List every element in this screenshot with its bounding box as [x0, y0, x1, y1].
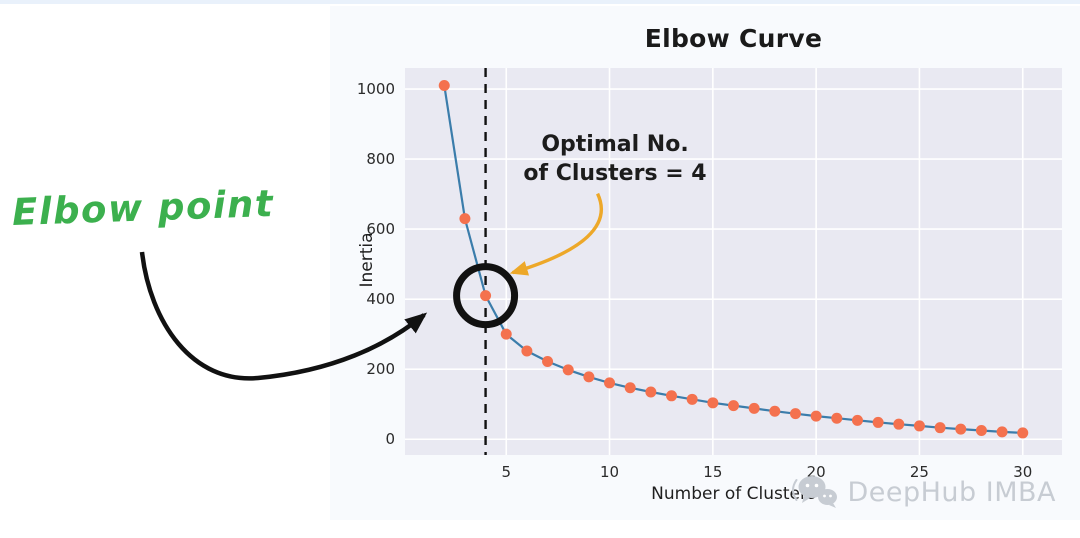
- x-tick-label: 25: [909, 463, 929, 481]
- optimal-clusters-annotation: Optimal No. of Clusters = 4: [480, 131, 750, 188]
- plot-area: [405, 68, 1062, 455]
- elbow-point-label: Elbow point: [11, 181, 275, 235]
- x-axis-label: Number of Clusters: [651, 484, 816, 504]
- y-tick-label: 200: [366, 360, 395, 379]
- watermark-text: DeepHub IMBA: [847, 476, 1056, 508]
- x-tick-label: 30: [1013, 463, 1033, 481]
- top-border: [0, 0, 1080, 4]
- optimal-annotation-line1: Optimal No.: [541, 132, 689, 157]
- y-tick-label: 600: [366, 220, 395, 239]
- plot-canvas: [405, 68, 1062, 455]
- optimal-annotation-line2: of Clusters = 4: [523, 160, 707, 186]
- x-tick-label: 10: [599, 463, 620, 481]
- wechat-chat-bubbles-icon: [792, 476, 838, 508]
- y-tick-label: 800: [366, 150, 395, 169]
- watermark: DeepHub IMBA: [792, 474, 1056, 510]
- y-tick-label: 0: [385, 430, 395, 449]
- x-tick-label: 5: [501, 463, 511, 481]
- x-tick-label: 15: [703, 463, 723, 481]
- y-axis-label: Inertia: [357, 232, 377, 288]
- chart-title: Elbow Curve: [644, 24, 823, 53]
- y-tick-label: 1000: [356, 80, 395, 98]
- elbow-curve-figure: Elbow Curve 0 200 400 600 800 1000 5 10 15 20 25 3…: [330, 6, 1080, 520]
